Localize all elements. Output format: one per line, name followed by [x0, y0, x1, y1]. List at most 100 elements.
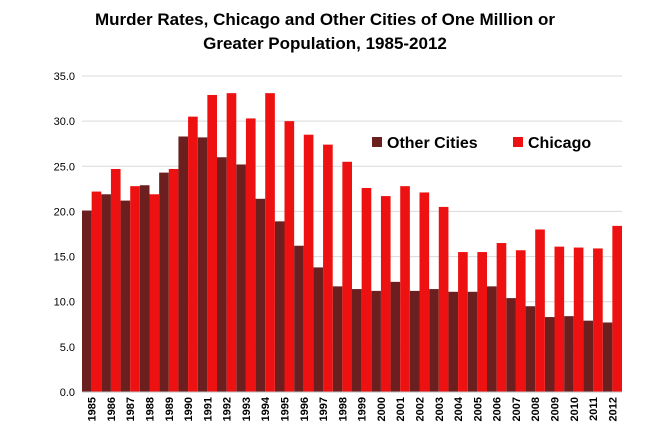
legend-swatch-chicago: [513, 137, 523, 147]
bar-other-cities-2010: [564, 316, 574, 392]
bar-chicago-1986: [110, 168, 121, 392]
bar-chicago-2009: [554, 246, 565, 392]
y-tick-label: 35.0: [54, 71, 75, 83]
bar-other-cities-1992: [217, 157, 227, 392]
bar-other-cities-2006: [487, 286, 497, 392]
bar-other-cities-2009: [544, 317, 555, 392]
bar-chicago-1999: [361, 187, 372, 392]
bar-other-cities-2012: [602, 322, 613, 392]
x-tick-label: 1993: [241, 397, 253, 421]
x-axis-tick-labels: 1985 1986 1987 1988 1989 1990 1991 1992 1993 1994…: [87, 396, 620, 421]
bar-other-cities-1996: [294, 245, 304, 392]
bar-chicago-2012: [612, 225, 622, 392]
x-tick-label: 2002: [415, 397, 427, 421]
x-tick-label: 1997: [318, 397, 330, 421]
x-tick-label: 2005: [472, 397, 484, 421]
bar-chicago-2002: [419, 192, 430, 392]
x-tick-label: 1992: [222, 397, 234, 421]
x-tick-label: 1986: [106, 397, 118, 421]
bar-chicago-1990: [188, 116, 198, 392]
x-tick-label: 1988: [145, 397, 157, 421]
bar-other-cities-2007: [506, 298, 516, 392]
x-tick-label: 2004: [453, 396, 465, 421]
bar-chicago-1993: [245, 118, 256, 392]
y-tick-label: 5.0: [60, 342, 75, 354]
x-tick-label: 1998: [337, 397, 349, 421]
bar-chicago-1994: [265, 93, 275, 392]
bar-other-cities-1986: [101, 194, 111, 392]
x-tick-label: 1999: [357, 397, 369, 421]
legend-label-chicago: Chicago: [528, 135, 591, 152]
bar-chicago-2004: [458, 252, 468, 392]
bar-other-cities-2003: [429, 289, 439, 392]
y-tick-label: 10.0: [54, 297, 75, 309]
legend-label-other-cities: Other Cities: [387, 135, 478, 152]
x-tick-label: 2003: [434, 397, 446, 421]
bar-other-cities-2004: [448, 291, 459, 392]
bar-chicago-1988: [149, 194, 160, 392]
bar-other-cities-1993: [236, 164, 246, 392]
x-tick-label: 1996: [299, 397, 311, 421]
bar-other-cities-1991: [197, 137, 208, 392]
bar-chicago-1985: [91, 191, 102, 392]
x-tick-label: 1991: [202, 397, 214, 421]
bar-chicago-2007: [515, 250, 526, 392]
legend: Other Cities Chicago: [372, 135, 591, 152]
y-axis-tick-labels: 0.0 5.0 10.0 15.0 20.0 25.0 30.0 35.0: [54, 71, 75, 399]
bar-chicago-1995: [284, 121, 295, 393]
x-tick-label: 2008: [530, 397, 542, 421]
x-tick-label: 2000: [376, 397, 388, 421]
bar-other-cities-1997: [313, 267, 324, 392]
chart-title: Murder Rates, Chicago and Other Cities o…: [0, 8, 650, 56]
x-tick-label: 2007: [511, 397, 523, 421]
bar-chicago-1997: [323, 144, 333, 392]
bar-other-cities-2005: [467, 291, 478, 392]
bar-other-cities-2002: [409, 290, 420, 392]
x-tick-label: 2001: [395, 397, 407, 421]
x-tick-label: 1985: [87, 397, 99, 421]
x-tick-label: 2009: [550, 397, 562, 421]
y-tick-label: 15.0: [54, 252, 75, 264]
bar-chicago-1991: [207, 94, 217, 393]
bar-chicago-1992: [226, 93, 237, 392]
bar-chicago-1989: [168, 168, 179, 392]
y-tick-label: 25.0: [54, 161, 75, 173]
x-tick-label: 1994: [260, 396, 272, 421]
bar-other-cities-1987: [120, 200, 131, 392]
bar-other-cities-1990: [178, 136, 189, 392]
bar-other-cities-1985: [82, 210, 92, 392]
bar-other-cities-1998: [332, 286, 343, 392]
bar-other-cities-1988: [139, 185, 150, 392]
bar-other-cities-1989: [159, 172, 169, 392]
bar-chicago-2001: [400, 186, 410, 392]
x-tick-label: 1989: [164, 397, 176, 421]
bar-chicago-2011: [593, 248, 603, 392]
bars: [82, 93, 622, 393]
chart-title-line-1: Murder Rates, Chicago and Other Cities o…: [95, 10, 555, 29]
bar-other-cities-2001: [390, 281, 401, 392]
x-tick-label: 2006: [492, 397, 504, 421]
bar-chicago-2000: [380, 196, 391, 392]
bar-chicago-2006: [496, 243, 507, 392]
bar-chicago-1998: [342, 161, 352, 392]
x-tick-label: 2010: [569, 397, 581, 421]
legend-swatch-other-cities: [372, 137, 382, 147]
y-tick-label: 30.0: [54, 116, 75, 128]
y-tick-label: 0.0: [60, 387, 75, 399]
bar-chicago-2005: [477, 252, 487, 392]
x-tick-label: 1987: [125, 397, 137, 421]
bar-chicago-1996: [303, 134, 314, 392]
x-tick-label: 1990: [183, 397, 195, 421]
x-tick-label: 2011: [588, 397, 600, 421]
bar-other-cities-1999: [352, 289, 362, 392]
bar-chicago-2003: [438, 206, 449, 392]
bar-other-cities-2000: [371, 290, 381, 392]
bar-chicago-2008: [535, 229, 545, 392]
chart-title-line-2: Greater Population, 1985-2012: [203, 34, 447, 53]
bar-other-cities-1994: [255, 198, 266, 392]
x-tick-label: 2012: [607, 397, 619, 421]
bar-other-cities-1995: [274, 221, 285, 392]
y-tick-label: 20.0: [54, 206, 75, 218]
x-tick-label: 1995: [280, 397, 292, 421]
